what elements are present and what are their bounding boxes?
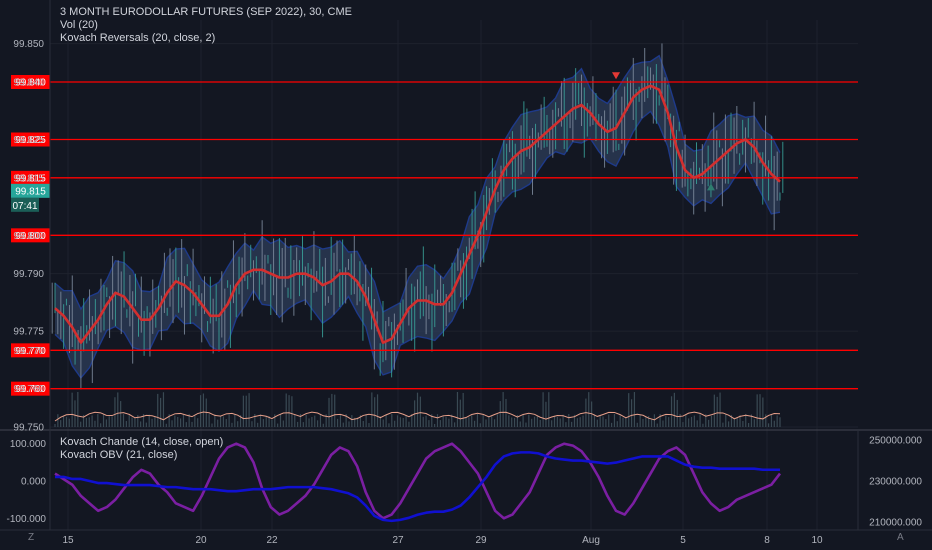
level-tag (11, 228, 50, 243)
y-tick-label: 99.750 (13, 423, 44, 434)
x-tick-label: 27 (392, 535, 404, 546)
y-tick-label: 99.775 (13, 327, 44, 338)
chande-line (54, 442, 782, 520)
level-tag (11, 343, 50, 358)
candles (51, 43, 784, 390)
level-tag (11, 75, 50, 89)
reversal-down-marker (612, 72, 621, 80)
lower-pane (54, 442, 782, 523)
y-tick-label: 99.760 (13, 384, 44, 395)
level-tag-label: 99.825 (15, 135, 46, 146)
countdown-label: 07:41 (12, 201, 37, 212)
level-tag-label: 99.800 (15, 231, 46, 242)
x-tick-label: 15 (62, 535, 74, 546)
level-tag (11, 381, 50, 396)
volume-average-line (54, 411, 781, 422)
x-tick-label: 8 (764, 535, 770, 546)
lower-right-tick-label: 230000.000 (869, 477, 922, 488)
obv-legend: Kovach OBV (21, close) (60, 449, 178, 461)
main-legend: 3 MONTH EURODOLLAR FUTURES (SEP 2022), 3… (60, 6, 352, 45)
y-tick-label: 99.790 (13, 269, 44, 280)
countdown-tag (11, 197, 39, 212)
level-tag (11, 132, 50, 147)
x-tick-label: 22 (266, 535, 278, 546)
overlay-legend: Kovach Reversals (20, close, 2) (60, 32, 216, 44)
y-tick-label: 99.825 (13, 135, 44, 146)
y-tick-label: 99.840 (13, 78, 44, 89)
reversal-up-marker (706, 183, 715, 191)
level-tag-label: 99.770 (15, 346, 46, 357)
level-tag-label: 99.840 (15, 78, 46, 89)
x-tick-label: 29 (475, 535, 487, 546)
lower-left-tick-label: -100.000 (7, 514, 47, 525)
lower-right-tick-label: 210000.000 (869, 517, 922, 528)
x-tick-label: 5 (680, 535, 686, 546)
lower-right-tick-label: 250000.000 (869, 436, 922, 447)
chande-legend: Kovach Chande (14, close, open) (60, 436, 224, 448)
level-tag-label: 99.760 (15, 384, 46, 395)
level-tag (11, 170, 50, 185)
band-lower-edge (54, 110, 781, 380)
y-tick-label: 99.850 (13, 39, 44, 50)
x-tick-label: 20 (195, 535, 207, 546)
auto-scale-icon[interactable]: A (897, 532, 904, 543)
timezone-icon[interactable]: Z (28, 532, 35, 543)
current-price-label: 99.815 (15, 186, 46, 197)
lower-left-tick-label: 0.000 (21, 477, 46, 488)
price-series (54, 72, 781, 344)
lower-legend: Kovach Chande (14, close, open) Kovach O… (60, 436, 223, 462)
chart-title: 3 MONTH EURODOLLAR FUTURES (SEP 2022), 3… (60, 6, 352, 18)
current-price-tag (11, 183, 50, 198)
y-tick-label: 99.770 (13, 346, 44, 357)
lower-left-tick-label: 100.000 (10, 439, 47, 450)
volume-bars (54, 392, 781, 427)
horizontal-levels: 99.840 99.825 99.815 99.800 99.770 99.760 99.8… (11, 75, 858, 396)
price-line (54, 84, 781, 344)
y-tick-label: 99.815 (13, 173, 44, 184)
y-tick-label: 99.800 (13, 231, 44, 242)
level-tag-label: 99.815 (15, 173, 46, 184)
x-tick-label: Aug (582, 535, 600, 546)
obv-line (55, 451, 780, 523)
x-tick-label: 10 (811, 535, 823, 546)
volume-legend: Vol (20) (60, 19, 98, 31)
